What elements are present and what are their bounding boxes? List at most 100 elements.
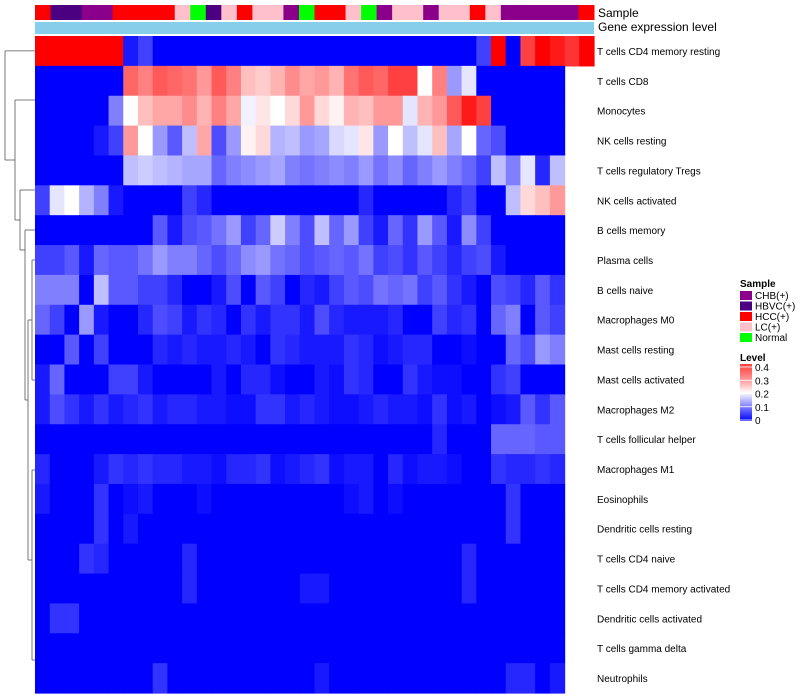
heatmap-cell [520, 185, 536, 216]
heatmap-cell [35, 513, 51, 545]
heatmap-cell [314, 274, 330, 306]
heatmap-cell [211, 274, 227, 306]
heatmap-cell [64, 483, 80, 515]
heatmap-cell [270, 36, 286, 67]
heatmap-cell [35, 483, 51, 515]
heatmap-cell [108, 185, 124, 216]
heatmap-cell [211, 65, 227, 97]
level-legend-tick-label: 0.2 [755, 390, 769, 401]
heatmap-cell [299, 155, 316, 186]
heatmap-cell [93, 36, 110, 67]
heatmap-cell [549, 274, 566, 306]
heatmap-cell [79, 95, 95, 127]
heatmap-cell [152, 334, 168, 366]
heatmap-cell [446, 95, 463, 127]
heatmap-cell [255, 394, 271, 425]
heatmap-cell [270, 663, 286, 694]
heatmap-cell [549, 215, 566, 246]
heatmap-cell [79, 334, 95, 366]
heatmap-cell [402, 95, 419, 127]
heatmap-cell [343, 334, 360, 366]
heatmap-cell [182, 483, 198, 515]
heatmap-cell [123, 125, 139, 157]
heatmap-cell [49, 304, 66, 336]
heatmap-cell [461, 304, 477, 336]
row-label: Macrophages M1 [597, 465, 675, 476]
heatmap-cell [93, 95, 110, 127]
heatmap-cell [49, 125, 66, 157]
heatmap-cell [240, 334, 257, 366]
heatmap-cell [358, 95, 374, 127]
heatmap-cell [182, 513, 198, 545]
heatmap-cell [505, 633, 522, 664]
heatmap-cell [299, 274, 316, 306]
level-legend-tick-label: 0 [755, 416, 761, 427]
heatmap-cell [402, 513, 419, 545]
heatmap-cell [152, 483, 168, 515]
heatmap-cell [108, 274, 124, 306]
heatmap-cell [93, 543, 110, 575]
heatmap-cell [79, 185, 95, 216]
heatmap-cell [226, 603, 242, 634]
heatmap-cell [358, 304, 374, 336]
heatmap-cell [226, 543, 242, 575]
heatmap-cell [167, 155, 183, 186]
heatmap-cell [549, 334, 566, 366]
heatmap-cell [446, 334, 463, 366]
heatmap-cell [343, 155, 360, 186]
heatmap-cell [137, 185, 154, 216]
heatmap-cell [64, 573, 80, 605]
heatmap-cell [432, 633, 448, 664]
heatmap-cell [226, 304, 242, 336]
heatmap-cell [388, 334, 404, 366]
heatmap-cell [93, 633, 110, 664]
heatmap-cell [491, 483, 507, 515]
heatmap-cell [461, 603, 477, 634]
heatmap-cell [211, 95, 227, 127]
heatmap-cell [402, 245, 419, 276]
heatmap-cell [123, 454, 139, 485]
heatmap-cell [358, 155, 374, 186]
heatmap-cell [314, 215, 330, 246]
sample-track-label: Sample [598, 6, 639, 20]
heatmap-cell [461, 125, 477, 157]
heatmap-cell [240, 424, 257, 455]
sample-legend-title: Sample [740, 279, 776, 290]
sample-annotation-cell [66, 5, 83, 20]
heatmap-cell [461, 245, 477, 276]
heatmap-cell [476, 155, 492, 186]
heatmap-cell [505, 36, 522, 67]
heatmap-cell [64, 334, 80, 366]
heatmap-cell [196, 185, 213, 216]
heatmap-cell [549, 513, 566, 545]
heatmap-cell [123, 185, 139, 216]
heatmap-cell [255, 125, 271, 157]
sample-annotation-cell [190, 5, 207, 20]
heatmap-cell [211, 155, 227, 186]
heatmap-cell [476, 304, 492, 336]
heatmap-cell [93, 185, 110, 216]
heatmap-cell [196, 483, 213, 515]
heatmap-cell [226, 274, 242, 306]
heatmap-cell [476, 215, 492, 246]
heatmap-cell [152, 274, 168, 306]
heatmap-cell [314, 304, 330, 336]
heatmap-cell [491, 633, 507, 664]
heatmap-cell [35, 663, 51, 694]
heatmap-cell [137, 483, 154, 515]
heatmap-cell [432, 424, 448, 455]
heatmap-cell [152, 513, 168, 545]
heatmap-cell [211, 663, 227, 694]
heatmap-cell [226, 513, 242, 545]
sample-annotation-cell [469, 5, 486, 20]
row-label: Neutrophils [597, 674, 648, 685]
sample-legend-label: CHB(+) [755, 291, 789, 302]
heatmap-cell [226, 155, 242, 186]
heatmap-cell [373, 334, 389, 366]
heatmap-cell [35, 245, 51, 276]
heatmap-cell [535, 304, 551, 336]
heatmap-cell [402, 663, 419, 694]
sample-legend: Sample CHB(+)HBVC(+)HCC(+)LC(+)Normal [740, 279, 795, 344]
heatmap-cell [388, 215, 404, 246]
